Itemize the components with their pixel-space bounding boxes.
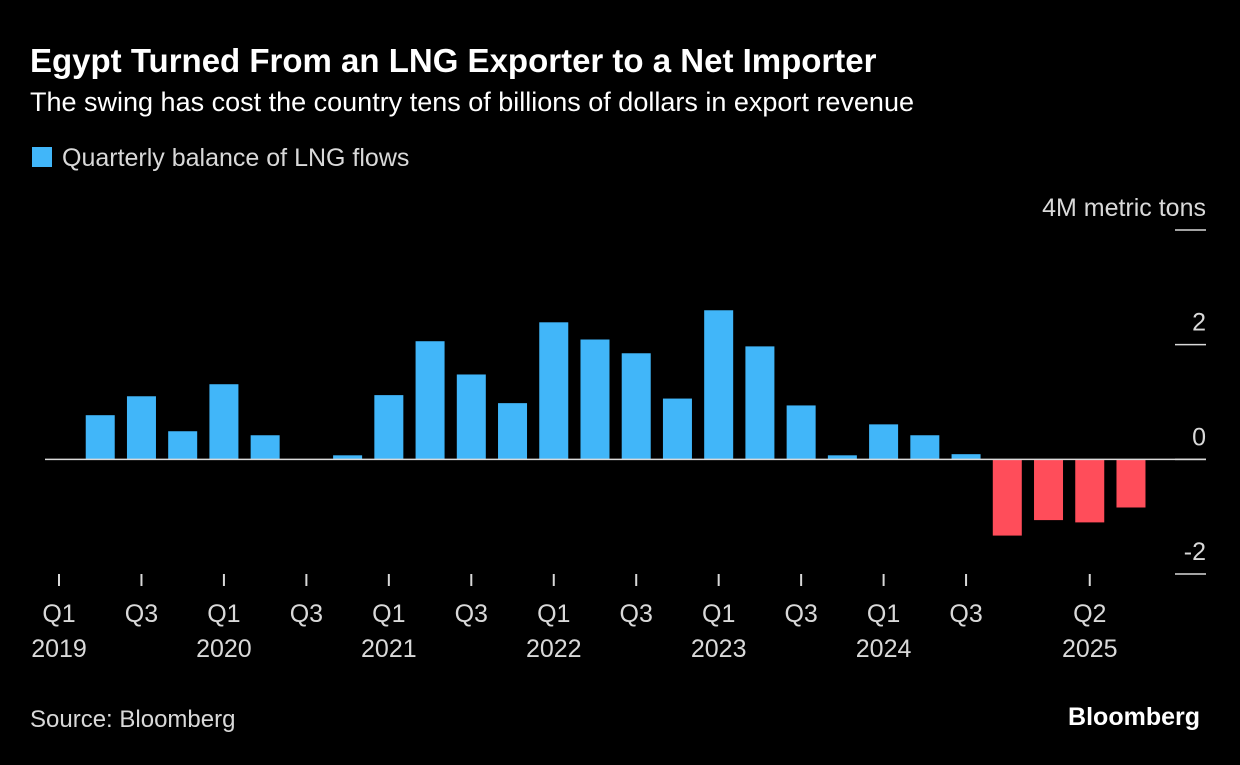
bar	[704, 310, 734, 460]
bar	[1116, 459, 1146, 508]
x-year-label: 2023	[691, 635, 747, 663]
legend-swatch	[32, 147, 52, 167]
bar	[827, 455, 857, 460]
bar	[209, 384, 239, 460]
bar	[951, 454, 981, 460]
x-tick-label: Q2	[1073, 600, 1106, 628]
x-year-label: 2019	[31, 635, 87, 663]
bar	[333, 455, 363, 460]
x-year-label: 2022	[526, 635, 582, 663]
source: Source: Bloomberg	[30, 706, 235, 733]
x-year-label: 2025	[1062, 635, 1118, 663]
x-tick-label: Q1	[867, 600, 900, 628]
bar	[85, 415, 115, 460]
chart-title: Egypt Turned From an LNG Exporter to a N…	[30, 42, 877, 79]
x-year-label: 2021	[361, 635, 417, 663]
x-tick-label: Q1	[372, 600, 405, 628]
y-tick-label: 0	[1192, 423, 1206, 451]
bar	[869, 424, 899, 460]
bar	[992, 459, 1022, 536]
x-tick-label: Q1	[207, 600, 240, 628]
x-tick-label: Q3	[125, 600, 158, 628]
y-tick-label: -2	[1184, 538, 1206, 566]
chart-subtitle: The swing has cost the country tens of b…	[30, 87, 914, 117]
x-year-label: 2020	[196, 635, 252, 663]
bar	[168, 431, 198, 460]
x-year-label: 2024	[856, 635, 912, 663]
x-tick-label: Q1	[537, 600, 570, 628]
bar	[662, 398, 692, 460]
y-tick-label: 4M metric tons	[1042, 194, 1206, 222]
bar	[374, 395, 404, 460]
bar	[786, 405, 816, 460]
legend-label: Quarterly balance of LNG flows	[62, 144, 409, 172]
bar	[1075, 459, 1105, 523]
x-tick-label: Q3	[949, 600, 982, 628]
bar	[539, 322, 569, 460]
x-tick-label: Q3	[620, 600, 653, 628]
y-tick-label: 2	[1192, 309, 1206, 337]
x-tick-label: Q3	[290, 600, 323, 628]
bar	[745, 346, 775, 460]
x-tick-label: Q3	[784, 600, 817, 628]
bar	[126, 396, 156, 460]
bar	[415, 341, 445, 460]
x-tick-label: Q1	[702, 600, 735, 628]
bar	[580, 339, 610, 460]
bar	[456, 374, 486, 460]
bar	[621, 353, 651, 460]
x-tick-label: Q1	[42, 600, 75, 628]
bar	[250, 435, 280, 460]
bar	[1034, 459, 1064, 521]
brand-logo: Bloomberg	[1068, 703, 1200, 731]
bar	[498, 403, 528, 460]
x-tick-label: Q3	[455, 600, 488, 628]
bar	[910, 435, 940, 460]
